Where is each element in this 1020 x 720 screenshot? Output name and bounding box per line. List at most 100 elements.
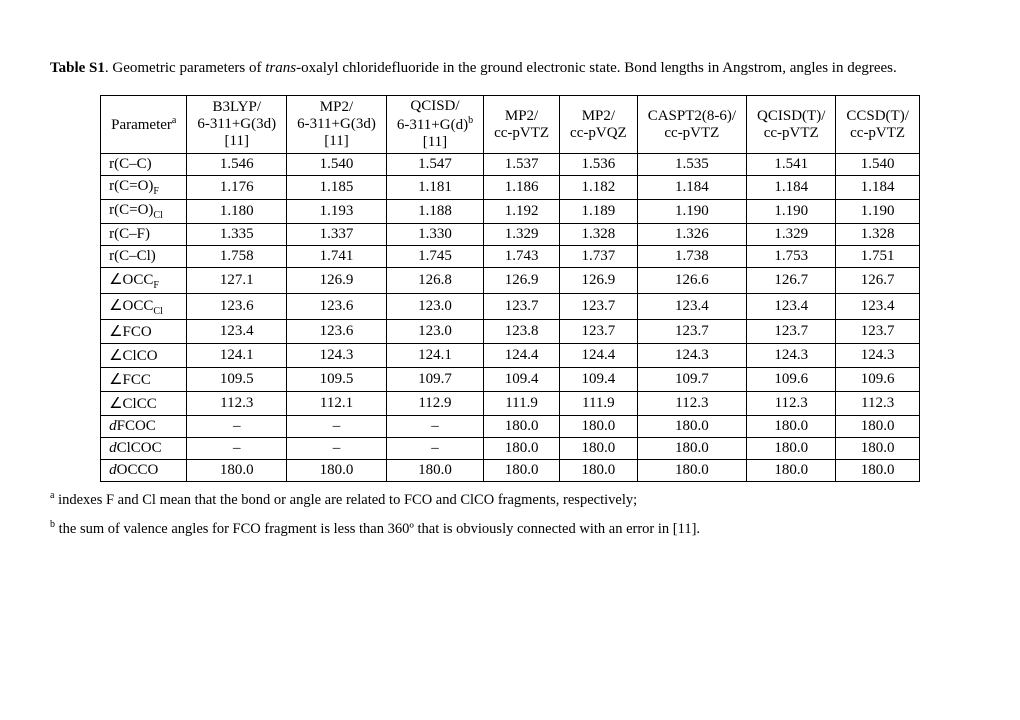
value-cell: 1.547 — [386, 154, 483, 176]
table-row: ∠FCC109.5109.5109.7109.4109.4109.7109.61… — [101, 368, 920, 392]
table-row: dClCOC–––180.0180.0180.0180.0180.0 — [101, 438, 920, 460]
header-col-6: QCISD(T)/ cc-pVTZ — [747, 96, 836, 154]
footnote-b: b the sum of valence angles for FCO frag… — [50, 519, 970, 538]
value-cell: 1.745 — [386, 246, 483, 268]
value-cell: 123.7 — [637, 320, 746, 344]
value-cell: 1.186 — [484, 176, 560, 200]
param-cell: ∠FCO — [101, 320, 187, 344]
value-cell: 180.0 — [187, 460, 287, 482]
value-cell: 123.4 — [747, 294, 836, 320]
table-body: r(C–C)1.5461.5401.5471.5371.5361.5351.54… — [101, 154, 920, 482]
value-cell: 1.758 — [187, 246, 287, 268]
value-cell: 123.7 — [560, 294, 638, 320]
value-cell: 123.6 — [287, 294, 387, 320]
value-cell: 1.751 — [836, 246, 920, 268]
value-cell: – — [386, 438, 483, 460]
value-cell: 1.737 — [560, 246, 638, 268]
value-cell: 126.9 — [484, 268, 560, 294]
value-cell: 124.3 — [747, 344, 836, 368]
value-cell: 124.3 — [836, 344, 920, 368]
h2l2: 6-311+G(d) — [397, 117, 468, 133]
value-cell: 123.0 — [386, 294, 483, 320]
value-cell: 109.4 — [560, 368, 638, 392]
table-row: ∠FCO123.4123.6123.0123.8123.7123.7123.71… — [101, 320, 920, 344]
value-cell: 180.0 — [484, 460, 560, 482]
h7l2: cc-pVTZ — [850, 125, 905, 141]
value-cell: – — [187, 416, 287, 438]
value-cell: 123.6 — [187, 294, 287, 320]
param-cell: r(C–F) — [101, 224, 187, 246]
param-cell: r(C–Cl) — [101, 246, 187, 268]
table-row: ∠OCCCl123.6123.6123.0123.7123.7123.4123.… — [101, 294, 920, 320]
header-col-0: B3LYP/ 6-311+G(3d) [11] — [187, 96, 287, 154]
h0l1: B3LYP/ — [212, 99, 261, 115]
value-cell: 1.184 — [836, 176, 920, 200]
header-col-7: CCSD(T)/ cc-pVTZ — [836, 96, 920, 154]
footnote-b-text: the sum of valence angles for FCO fragme… — [55, 521, 700, 537]
footnote-a: a indexes F and Cl mean that the bond or… — [50, 490, 970, 509]
value-cell: 109.4 — [484, 368, 560, 392]
param-cell: ∠OCCF — [101, 268, 187, 294]
value-cell: 124.3 — [637, 344, 746, 368]
param-cell: ∠ClCO — [101, 344, 187, 368]
h0l3: [11] — [225, 133, 249, 149]
table-row: dFCOC–––180.0180.0180.0180.0180.0 — [101, 416, 920, 438]
value-cell: 123.7 — [836, 320, 920, 344]
value-cell: 111.9 — [560, 392, 638, 416]
value-cell: 109.5 — [187, 368, 287, 392]
parameters-table: Parametera B3LYP/ 6-311+G(3d) [11] MP2/ … — [100, 95, 920, 482]
h1l2: 6-311+G(3d) — [297, 116, 376, 132]
param-cell: dFCOC — [101, 416, 187, 438]
value-cell: 123.4 — [836, 294, 920, 320]
value-cell: 180.0 — [560, 460, 638, 482]
table-row: dOCCO180.0180.0180.0180.0180.0180.0180.0… — [101, 460, 920, 482]
value-cell: 112.1 — [287, 392, 387, 416]
value-cell: 1.536 — [560, 154, 638, 176]
value-cell: 1.326 — [637, 224, 746, 246]
h7l1: CCSD(T)/ — [846, 108, 909, 124]
value-cell: 180.0 — [637, 438, 746, 460]
value-cell: 126.6 — [637, 268, 746, 294]
value-cell: 1.330 — [386, 224, 483, 246]
value-cell: 1.535 — [637, 154, 746, 176]
h4l1: MP2/ — [582, 108, 615, 124]
h3l1: MP2/ — [505, 108, 538, 124]
value-cell: 123.4 — [637, 294, 746, 320]
value-cell: 124.3 — [287, 344, 387, 368]
value-cell: 1.741 — [287, 246, 387, 268]
value-cell: 127.1 — [187, 268, 287, 294]
h5l1: CASPT2(8-6)/ — [648, 108, 736, 124]
value-cell: 123.4 — [187, 320, 287, 344]
h1l3: [11] — [324, 133, 348, 149]
value-cell: 180.0 — [747, 438, 836, 460]
value-cell: 1.537 — [484, 154, 560, 176]
value-cell: 180.0 — [560, 438, 638, 460]
header-col-4: MP2/ cc-pVQZ — [560, 96, 638, 154]
value-cell: 1.540 — [287, 154, 387, 176]
value-cell: 126.7 — [836, 268, 920, 294]
h3l2: cc-pVTZ — [494, 125, 549, 141]
value-cell: 1.180 — [187, 200, 287, 224]
value-cell: 1.546 — [187, 154, 287, 176]
value-cell: 180.0 — [637, 460, 746, 482]
value-cell: 124.4 — [484, 344, 560, 368]
h6l2: cc-pVTZ — [764, 125, 819, 141]
param-cell: r(C–C) — [101, 154, 187, 176]
param-cell: ∠FCC — [101, 368, 187, 392]
h6l1: QCISD(T)/ — [757, 108, 825, 124]
h2sup: b — [468, 115, 473, 126]
value-cell: 180.0 — [836, 416, 920, 438]
value-cell: 1.188 — [386, 200, 483, 224]
header-parameter-sup: a — [172, 115, 176, 126]
value-cell: 1.192 — [484, 200, 560, 224]
param-cell: dOCCO — [101, 460, 187, 482]
value-cell: 123.7 — [484, 294, 560, 320]
value-cell: 1.185 — [287, 176, 387, 200]
value-cell: 1.184 — [637, 176, 746, 200]
param-cell: dClCOC — [101, 438, 187, 460]
value-cell: 1.335 — [187, 224, 287, 246]
h1l1: MP2/ — [320, 99, 353, 115]
value-cell: 1.181 — [386, 176, 483, 200]
table-row: r(C–Cl)1.7581.7411.7451.7431.7371.7381.7… — [101, 246, 920, 268]
header-col-5: CASPT2(8-6)/ cc-pVTZ — [637, 96, 746, 154]
